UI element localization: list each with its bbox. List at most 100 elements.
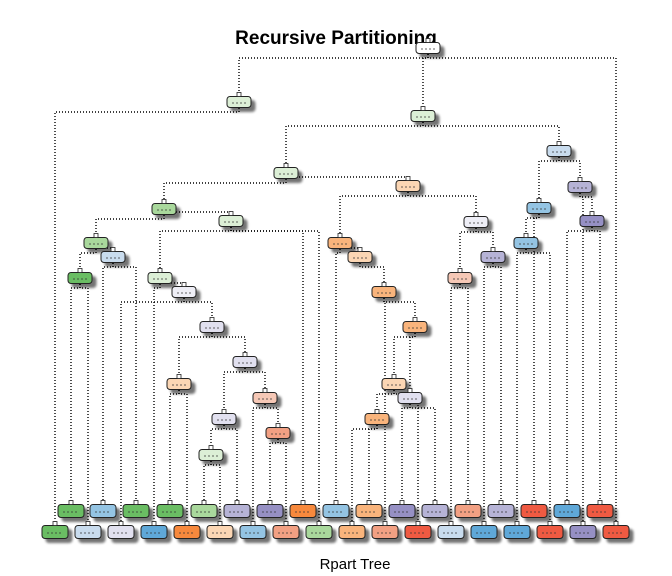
leaf-node bbox=[602, 521, 630, 539]
split-node bbox=[83, 233, 109, 249]
tree-edge bbox=[591, 227, 601, 503]
tree-edge bbox=[475, 228, 494, 250]
tree-edge bbox=[163, 179, 287, 202]
leaf-node bbox=[272, 521, 300, 539]
leaf-node bbox=[190, 500, 218, 518]
split-node bbox=[198, 445, 224, 461]
split-node bbox=[397, 388, 423, 404]
tree-edge bbox=[516, 249, 527, 524]
tree-edge bbox=[269, 439, 279, 503]
leaf-node bbox=[503, 521, 531, 539]
tree-edge bbox=[459, 284, 469, 503]
split-node bbox=[395, 176, 421, 192]
tree-nodes bbox=[41, 38, 630, 539]
tree-edge bbox=[285, 176, 409, 179]
split-node bbox=[199, 317, 225, 333]
tree-edge bbox=[163, 211, 232, 215]
split-node bbox=[147, 268, 173, 284]
tree-edge bbox=[203, 461, 212, 503]
split-node bbox=[410, 106, 436, 122]
tree-edge bbox=[339, 192, 409, 236]
leaf-node bbox=[487, 500, 515, 518]
tree-edge bbox=[533, 214, 540, 503]
split-node bbox=[232, 352, 258, 368]
leaf-node bbox=[454, 500, 482, 518]
tree-edge bbox=[383, 298, 416, 320]
tree-edge bbox=[579, 193, 593, 214]
split-node bbox=[579, 211, 605, 227]
tree-edge bbox=[183, 298, 213, 320]
split-node bbox=[151, 199, 177, 215]
split-node bbox=[513, 233, 539, 249]
split-node bbox=[171, 282, 197, 298]
tree-edge bbox=[223, 368, 246, 412]
leaf-node bbox=[553, 500, 581, 518]
leaf-node bbox=[322, 500, 350, 518]
split-node bbox=[226, 92, 252, 108]
split-node bbox=[447, 268, 473, 284]
split-node bbox=[166, 374, 192, 390]
tree-edge bbox=[422, 122, 560, 144]
tree-edge bbox=[492, 263, 502, 503]
leaf-node bbox=[107, 521, 135, 539]
leaf-node bbox=[140, 521, 168, 539]
leaf-node bbox=[256, 500, 284, 518]
tree-edge bbox=[409, 333, 416, 391]
split-node bbox=[480, 247, 506, 263]
tree-edge bbox=[459, 228, 477, 271]
leaf-node bbox=[355, 500, 383, 518]
split-node bbox=[364, 409, 390, 425]
leaf-node bbox=[74, 521, 102, 539]
tree-edge bbox=[393, 333, 416, 377]
leaf-node bbox=[173, 521, 201, 539]
tree-edge bbox=[178, 333, 213, 377]
split-node bbox=[327, 233, 353, 249]
tree-edge bbox=[102, 263, 114, 503]
leaf-node bbox=[289, 500, 317, 518]
tree-edge bbox=[558, 157, 581, 180]
tree-edge bbox=[407, 192, 477, 215]
tree-edge bbox=[525, 249, 551, 524]
split-node bbox=[381, 374, 407, 390]
leaf-node bbox=[371, 521, 399, 539]
tree-edge bbox=[95, 215, 165, 236]
tree-edge bbox=[409, 404, 436, 503]
split-node bbox=[463, 212, 489, 228]
tree-edge bbox=[230, 227, 320, 524]
split-node bbox=[402, 317, 428, 333]
leaf-node bbox=[122, 500, 150, 518]
leaf-node bbox=[57, 500, 85, 518]
tree-edge bbox=[335, 249, 341, 503]
tree-edge bbox=[264, 404, 279, 426]
tree-edge bbox=[112, 263, 137, 503]
tree-edges bbox=[54, 54, 617, 524]
leaf-node bbox=[89, 500, 117, 518]
tree-edge bbox=[525, 214, 540, 236]
leaf-node bbox=[156, 500, 184, 518]
tree-edge bbox=[238, 54, 429, 95]
tree-edge bbox=[566, 227, 593, 503]
tree-edge bbox=[368, 425, 378, 503]
tree-edge bbox=[393, 390, 419, 524]
tree-edge bbox=[427, 54, 617, 524]
tree-edge bbox=[252, 404, 266, 524]
leaf-node bbox=[239, 521, 267, 539]
split-node bbox=[526, 198, 552, 214]
leaf-node bbox=[338, 521, 366, 539]
leaf-node bbox=[41, 521, 69, 539]
split-node bbox=[211, 409, 237, 425]
tree-edge bbox=[79, 284, 89, 524]
tree-edge bbox=[383, 298, 386, 524]
tree-edge bbox=[450, 284, 461, 524]
leaf-node bbox=[470, 521, 498, 539]
leaf-node bbox=[305, 521, 333, 539]
leaf-node bbox=[520, 500, 548, 518]
tree-edge bbox=[401, 404, 411, 503]
leaf-node bbox=[586, 500, 614, 518]
tree-edge bbox=[579, 193, 584, 524]
split-node bbox=[67, 268, 93, 284]
split-node bbox=[252, 388, 278, 404]
leaf-node bbox=[536, 521, 564, 539]
leaf-node bbox=[404, 521, 432, 539]
leaf-node bbox=[437, 521, 465, 539]
